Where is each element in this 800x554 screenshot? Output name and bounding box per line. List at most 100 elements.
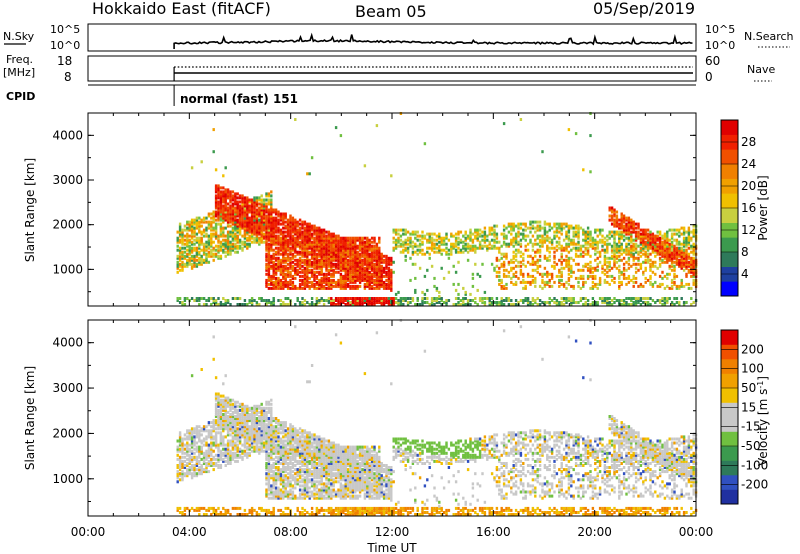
velocity-cell [236,455,239,459]
power-cell [282,240,285,244]
power-cell [368,270,371,274]
velocity-cell [176,453,179,457]
power-cell [265,272,268,276]
ytick-label: 1000 [52,262,83,276]
power-cell [622,276,626,280]
power-cell [543,236,547,240]
power-cell [272,208,275,212]
power-cell [224,218,227,222]
power-cell [250,224,254,228]
power-cell [234,238,237,242]
power-cell [222,214,225,218]
velocity-cell [224,408,227,412]
power-cell [606,280,609,284]
power-cell [366,278,369,282]
power-cell [452,242,455,246]
power-cell [231,232,235,236]
power-cell [572,270,575,274]
power-cell [577,230,580,234]
velocity-cell [183,513,187,516]
power-cell [354,286,357,290]
power-cell [183,297,187,300]
velocity-cell [181,449,184,453]
power-cell [354,276,357,280]
power-cell [457,242,460,246]
velocity-cell [238,449,242,453]
power-cell [584,303,587,306]
power-cell [394,242,398,246]
power-cell [572,297,575,300]
power-cell [524,284,527,288]
velocity-cell [205,455,208,459]
power-cell [632,230,635,234]
power-cell [476,303,479,306]
power-cell [181,234,184,238]
power-cell [692,272,695,276]
velocity-cell [214,423,218,427]
power-cell [411,232,415,236]
power-cell [284,248,287,252]
power-cell [286,246,290,250]
power-cell [202,260,206,264]
power-cell [224,188,227,192]
power-cell [236,250,239,254]
power-cell [308,264,311,268]
power-cell [409,244,412,248]
power-cell [265,202,268,206]
power-cell [313,286,316,290]
power-cell [562,222,566,226]
power-cell [687,268,691,272]
power-cell [217,184,220,188]
power-cell [294,270,297,274]
power-cell [222,192,225,196]
power-cell [560,274,563,278]
power-cell [241,194,244,198]
power-cell [286,268,290,272]
freq-panel-frame [87,55,697,82]
power-cell [318,250,321,254]
power-cell [570,226,573,230]
power-cell [274,238,278,242]
velocity-cell [217,410,220,414]
power-cell [543,230,547,234]
power-cell [603,262,607,266]
power-cell [291,218,295,222]
power-cell [510,242,513,246]
power-cell [579,268,583,272]
power-cell [186,244,189,248]
power-cell [483,232,487,236]
power-cell [680,242,683,246]
power-cell [445,301,448,304]
power-cell [656,250,659,254]
power-cell [260,210,263,214]
power-cell [236,297,239,300]
power-cell [212,150,215,154]
power-cell [265,284,268,288]
velocity-cell [224,396,227,400]
power-cell [346,301,350,304]
power-cell [368,256,371,260]
power-cell [546,234,549,238]
power-cell [687,230,691,234]
power-cell [404,254,407,258]
power-cell [630,230,633,234]
power-cell [193,256,196,260]
power-cell [306,284,309,288]
power-cell [416,252,419,256]
power-cell [294,258,297,262]
power-cell [255,208,259,212]
power-cell [529,230,532,234]
velocity-cell [219,511,223,514]
power-cell [663,297,667,300]
power-cell [217,222,220,226]
power-cell [586,246,590,250]
power-cell [594,301,597,304]
power-cell [382,268,386,272]
power-cell [298,222,302,226]
power-cell [658,232,662,236]
power-cell [344,240,347,244]
power-cell [361,268,364,272]
power-cell [495,303,499,306]
power-cell [346,274,350,278]
power-cell [313,228,316,232]
